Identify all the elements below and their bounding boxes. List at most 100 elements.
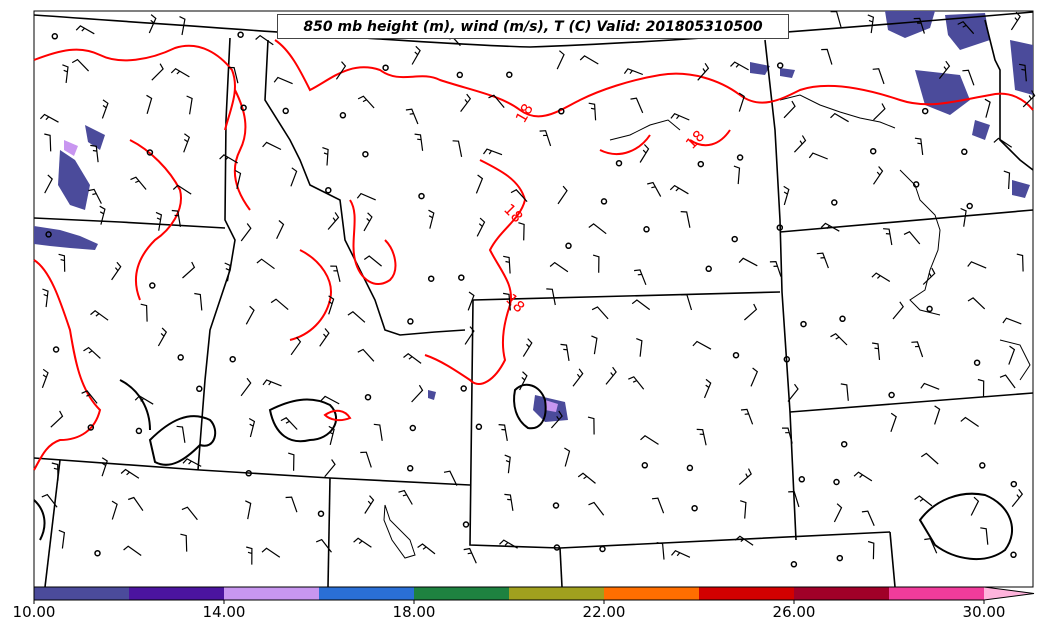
calm-wind-marker [840,440,848,448]
wind-barb [872,342,881,360]
wind-barb [194,292,203,311]
calm-wind-marker [691,504,698,512]
calm-wind-marker [149,282,156,289]
calm-wind-marker [177,354,184,361]
wind-barb [999,374,1016,389]
calm-wind-marker [1010,480,1018,488]
wind-barb [322,147,329,166]
wind-barb [656,542,665,560]
wind-barb [171,209,181,227]
calm-wind-marker [237,31,244,38]
wind-barb [740,500,747,519]
wind-barb [405,108,419,125]
wind-barb [833,503,843,523]
wind-barb [276,220,285,240]
wind-barb [41,368,49,389]
wind-barb [924,537,938,554]
wind-barb [363,212,373,232]
wind-barb [111,261,122,281]
wind-barb [914,137,924,155]
wind-barb [273,76,293,85]
wind-barb [503,255,511,274]
colorbar [33,586,1035,604]
calm-wind-marker [552,502,560,509]
wind-barb [680,294,693,311]
calm-wind-marker [475,423,483,431]
calm-wind-marker [418,192,425,200]
wind-barb [871,272,891,283]
wind-barb [186,95,193,115]
calm-wind-marker [888,391,895,399]
wind-barb [398,489,413,505]
wind-barb [50,410,64,428]
wind-barb [588,223,607,235]
wind-barb [330,265,341,282]
calm-wind-marker [51,33,59,40]
wind-barb [62,64,69,83]
calm-wind-marker [317,510,325,517]
wind-barb [504,493,514,511]
wind-barb [403,353,422,364]
wind-barb [71,58,90,72]
calm-wind-marker [406,465,414,472]
wind-barb [782,427,793,444]
calm-wind-marker [282,107,289,115]
colorbar-segment [414,587,509,600]
wind-barb [51,462,59,481]
wind-barb [821,48,833,65]
calm-wind-marker [731,235,738,243]
calm-wind-marker [506,71,513,78]
calm-wind-marker [427,275,435,282]
calm-wind-marker [565,242,572,250]
wind-barb [347,311,366,323]
wind-barb [546,288,556,306]
wind-barb [443,470,458,486]
wind-barbs [39,10,1036,565]
colorbar-tick-label: 10.00 [12,603,56,621]
wind-barb [730,61,749,71]
wind-barb [872,68,885,85]
wind-barb [90,144,99,163]
wind-barb [680,211,691,228]
wind-barb [270,298,289,311]
wind-barb [488,94,505,108]
calm-wind-marker [364,393,372,401]
wind-barb [357,95,375,109]
wind-barb [280,417,298,430]
calm-wind-marker [926,305,933,313]
wind-barb [692,340,712,350]
calm-wind-marker [240,104,247,111]
colorbar-tick-label: 26.00 [772,603,816,621]
wind-barb [182,458,202,467]
wind-barb [738,468,752,486]
wind-barb [58,253,66,272]
map-title: 850 mb height (m), wind (m/s), T (C) Val… [277,14,789,39]
wind-barb [980,527,989,545]
wind-barb [262,379,282,387]
calm-wind-marker [776,224,784,231]
wind-barb [830,332,848,346]
wind-barb [261,547,281,558]
calm-wind-marker [229,355,236,363]
wind-barb [172,184,192,195]
calm-wind-marker [798,476,806,483]
wind-barb [111,500,118,520]
wind-barb [920,452,939,465]
wind-barb [788,490,800,508]
wind-barb [363,255,382,267]
wind-barb [1018,63,1027,82]
wind-barb [830,112,849,123]
calm-wind-marker [462,521,470,528]
wind-barb [288,452,295,471]
wind-barb [579,55,599,65]
wind-barb [151,63,164,81]
calm-wind-marker [458,274,465,281]
wind-barb [463,547,477,564]
calm-wind-marker [362,150,369,158]
wind-barb [510,189,528,203]
wind-barb [157,327,168,347]
wind-barb [820,222,840,232]
wind-barb [353,537,372,548]
terrain-outlines [383,94,1031,559]
wind-barb [634,269,647,286]
